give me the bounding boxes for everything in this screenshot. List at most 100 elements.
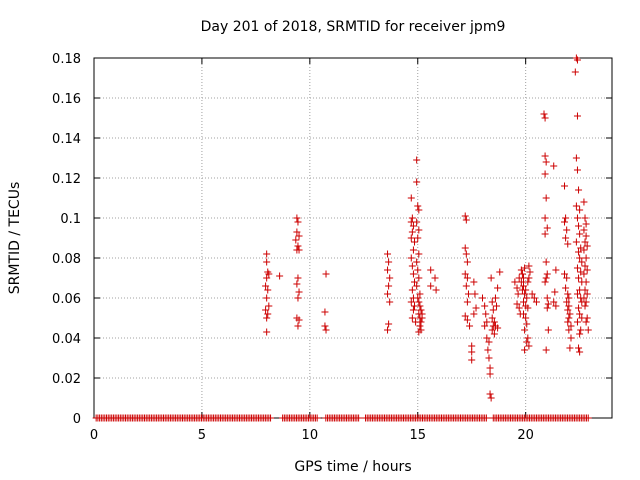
data-point <box>468 348 476 356</box>
data-point <box>532 298 540 306</box>
data-point <box>573 290 581 298</box>
data-point <box>462 250 470 258</box>
data-point <box>462 282 470 290</box>
data-point <box>524 278 532 286</box>
data-point <box>576 230 584 238</box>
data-point <box>408 214 416 222</box>
data-point <box>582 254 590 262</box>
grid <box>94 58 612 418</box>
data-point <box>542 158 550 166</box>
data-point <box>384 326 392 334</box>
data-point <box>580 294 588 302</box>
data-point <box>528 290 536 298</box>
data-point <box>409 306 417 314</box>
y-tick-label: 0.12 <box>52 172 81 187</box>
data-point <box>581 262 589 270</box>
data-point <box>463 316 471 324</box>
data-point <box>565 302 573 310</box>
x-tick-label: 0 <box>90 428 98 443</box>
data-point <box>575 248 583 256</box>
data-point <box>482 310 490 318</box>
data-point <box>488 298 496 306</box>
data-point <box>564 240 572 248</box>
data-point <box>541 278 549 286</box>
data-point <box>411 278 419 286</box>
data-point <box>524 334 532 342</box>
data-point <box>386 298 394 306</box>
y-tick-label: 0.06 <box>52 292 81 307</box>
data-point <box>413 218 421 226</box>
data-point <box>580 246 588 254</box>
data-point <box>540 110 548 118</box>
data-point <box>481 302 489 310</box>
data-point <box>427 266 435 274</box>
data-point <box>522 314 530 322</box>
data-point <box>487 394 495 402</box>
data-point <box>464 290 472 298</box>
data-point <box>321 322 329 330</box>
data-point <box>494 324 502 332</box>
data-point <box>408 228 416 236</box>
data-point <box>293 228 301 236</box>
data-point <box>413 258 421 266</box>
data-point <box>418 314 426 322</box>
data-point <box>552 302 560 310</box>
data-point <box>583 314 591 322</box>
data-point <box>409 246 417 254</box>
data-point <box>321 308 329 316</box>
data-point <box>575 304 583 312</box>
x-tick-label: 20 <box>517 428 534 443</box>
data-point <box>295 316 303 324</box>
y-tick-label: 0.04 <box>52 332 81 347</box>
data-point <box>523 320 531 328</box>
data-point <box>521 346 529 354</box>
data-point <box>486 370 494 378</box>
data-point <box>582 278 590 286</box>
y-tick-label: 0.18 <box>52 52 81 67</box>
data-point <box>575 186 583 194</box>
data-point <box>262 306 270 314</box>
data-point <box>561 182 569 190</box>
data-point <box>542 194 550 202</box>
data-point <box>461 244 469 252</box>
data-point <box>461 270 469 278</box>
data-point <box>263 258 271 266</box>
data-point <box>490 318 498 326</box>
data-point <box>526 268 534 276</box>
data-point <box>413 178 421 186</box>
data-point <box>550 162 558 170</box>
data-point <box>427 282 435 290</box>
data-point <box>564 306 572 314</box>
data-point <box>513 284 521 292</box>
data-point <box>468 356 476 364</box>
data-point <box>518 270 526 278</box>
data-point <box>520 298 528 306</box>
data-point <box>294 294 302 302</box>
data-point <box>542 258 550 266</box>
data-point <box>541 214 549 222</box>
data-point <box>488 314 496 322</box>
data-point <box>520 282 528 290</box>
data-point <box>577 326 585 334</box>
data-point <box>525 342 533 350</box>
data-point <box>523 294 531 302</box>
data-point <box>582 220 590 228</box>
data-point <box>293 280 301 288</box>
data-point <box>543 304 551 312</box>
data-point <box>414 294 422 302</box>
data-point <box>295 288 303 296</box>
data-point <box>521 326 529 334</box>
data-point <box>541 114 549 122</box>
data-point <box>416 290 424 298</box>
data-point <box>417 306 425 314</box>
y-tick-label: 0.02 <box>52 372 81 387</box>
data-point <box>494 284 502 292</box>
data-point <box>581 214 589 222</box>
data-point <box>417 318 425 326</box>
data-point <box>517 278 525 286</box>
data-point <box>530 294 538 302</box>
data-point <box>541 152 549 160</box>
data-point <box>523 338 531 346</box>
x-tick-label: 15 <box>409 428 426 443</box>
